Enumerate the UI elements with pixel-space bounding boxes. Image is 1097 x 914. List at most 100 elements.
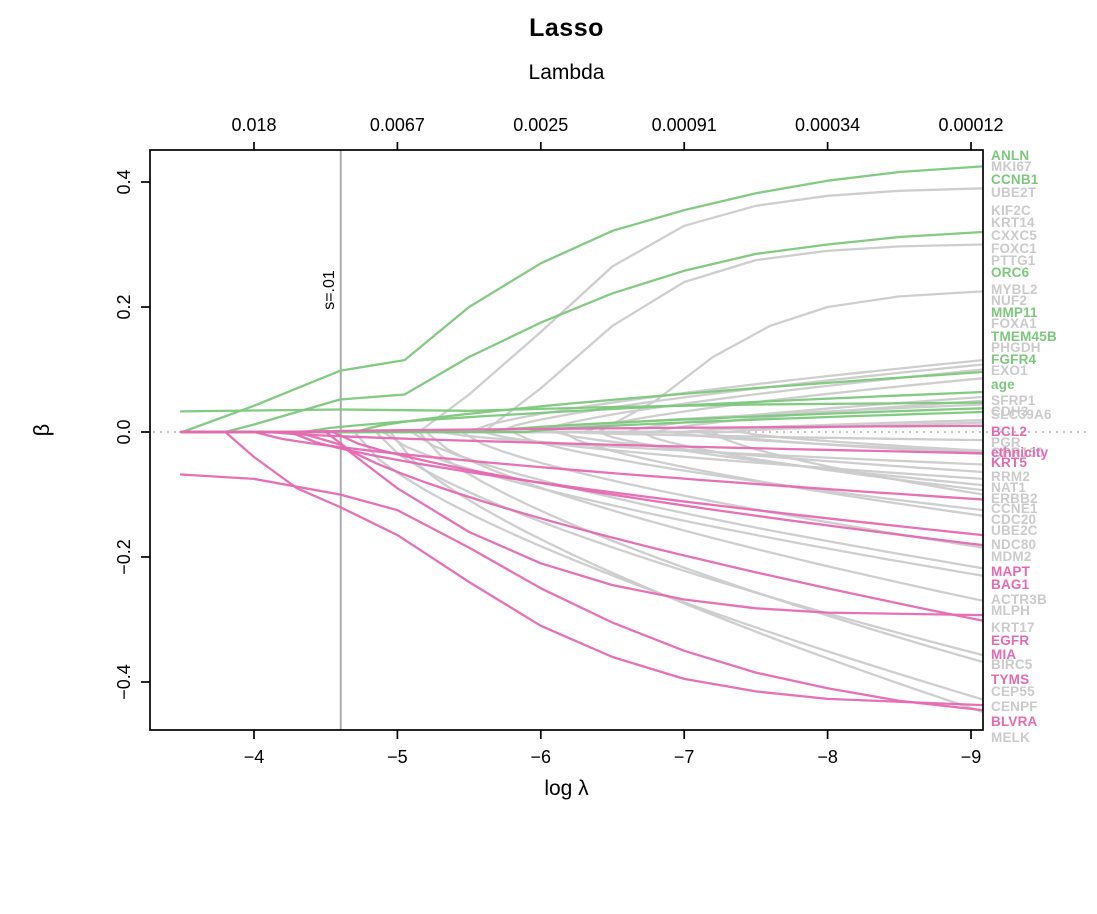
- gene-label-NDC80: NDC80: [991, 537, 1036, 552]
- bottom-axis-tick-label: −8: [817, 747, 838, 767]
- left-axis-tick-label: −0.4: [114, 664, 134, 700]
- gene-label-MMP11: MMP11: [991, 305, 1038, 320]
- coef-path-ACTR3B: [179, 430, 983, 570]
- gene-label-TYMS: TYMS: [991, 672, 1029, 687]
- gene-label-age: age: [991, 377, 1015, 392]
- coef-path-FGFR4: [179, 410, 983, 434]
- gene-label-CEP55: CEP55: [991, 684, 1035, 699]
- gene-label-UBE2T: UBE2T: [991, 185, 1037, 200]
- coef-path-CCNB1: [224, 230, 983, 434]
- coef-path-FOXA1: [179, 403, 983, 434]
- top-axis-tick-label: 0.018: [231, 115, 276, 135]
- gene-label-PTTG1: PTTG1: [991, 253, 1036, 268]
- gene-label-PHGDH: PHGDH: [991, 340, 1041, 355]
- gene-label-BCL2: BCL2: [991, 424, 1027, 439]
- coef-path-GPR160: [179, 430, 983, 452]
- coef-path-CEP55: [179, 430, 983, 664]
- bottom-axis-tick-label: −6: [531, 747, 552, 767]
- gene-label-ERBB2: ERBB2: [991, 491, 1038, 506]
- coef-path-MAPT: [179, 430, 983, 537]
- coef-path-MMP11: [179, 390, 983, 434]
- left-axis-title: β: [29, 423, 54, 437]
- coef-path-UBE2T: [482, 243, 983, 434]
- bottom-axis-title: log λ: [544, 777, 589, 800]
- top-axis-title: Lambda: [528, 61, 605, 84]
- top-axis-tick-label: 0.0025: [513, 115, 568, 135]
- coef-path-BAG1: [179, 430, 983, 547]
- gene-label-CXXC5: CXXC5: [991, 228, 1037, 243]
- left-axis-tick-label: 0.0: [114, 419, 134, 444]
- gene-label-ethnicity: ethnicity: [991, 445, 1049, 460]
- gene-label-MYBL2: MYBL2: [991, 282, 1038, 297]
- gene-label-CDH3: CDH3: [991, 404, 1029, 419]
- top-axis-tick-label: 0.00012: [938, 115, 1003, 135]
- coef-path-age: [179, 401, 983, 413]
- coef-path-ORC6: [179, 370, 983, 434]
- gene-label-CCNB1: CCNB1: [991, 172, 1039, 187]
- gene-label-SLC39A6: SLC39A6: [991, 407, 1052, 422]
- gene-label-MKI67: MKI67: [991, 159, 1032, 174]
- gene-label-BLVRA: BLVRA: [991, 714, 1038, 729]
- gene-label-GPR160: GPR160: [991, 445, 1044, 460]
- coef-path-KRT5: [179, 430, 983, 501]
- plot-frame: [149, 149, 984, 731]
- left-axis-tick-label: 0.4: [114, 169, 134, 194]
- coef-path-EGFR: [295, 430, 983, 617]
- coef-path-ANLN: [181, 165, 983, 434]
- gene-label-FOXA1: FOXA1: [991, 316, 1037, 331]
- gene-label-PGR: PGR: [991, 435, 1021, 450]
- bottom-axis-tick-label: −9: [961, 747, 982, 767]
- coef-path-KRT14: [179, 358, 983, 434]
- gene-label-NUF2: NUF2: [991, 293, 1027, 308]
- gene-label-FGFR4: FGFR4: [991, 352, 1037, 367]
- gene-label-KRT17: KRT17: [991, 620, 1035, 635]
- coef-path-ethnicity: [179, 430, 983, 455]
- gene-label-RRM2: RRM2: [991, 469, 1030, 484]
- left-axis-tick-label: 0.2: [114, 294, 134, 319]
- gene-label-MIA: MIA: [991, 647, 1016, 662]
- gene-label-BIRC5: BIRC5: [991, 657, 1033, 672]
- gene-label-EXO1: EXO1: [991, 363, 1028, 378]
- bottom-axis-tick-label: −5: [387, 747, 408, 767]
- coef-path-PTTG1: [179, 377, 983, 434]
- gene-label-UBE2C: UBE2C: [991, 523, 1038, 538]
- gene-label-NAT1: NAT1: [991, 480, 1026, 495]
- coef-path-BLVRA: [179, 473, 983, 712]
- gene-label-CCNE1: CCNE1: [991, 501, 1038, 516]
- coef-path-CXXC5: [179, 363, 983, 434]
- coef-path-UBE2C: [179, 430, 983, 512]
- coef-path-TMEM45B: [179, 407, 983, 434]
- coef-path-TYMS: [224, 430, 983, 707]
- coef-path-PHGDH: [179, 418, 983, 434]
- gene-label-ORC6: ORC6: [991, 265, 1030, 280]
- coef-path-MIA: [179, 430, 983, 622]
- chart-title: Lasso: [529, 14, 604, 42]
- gene-label-ANLN: ANLN: [991, 148, 1029, 163]
- coef-path-BCL2: [179, 424, 983, 434]
- coef-path-RRM2: [179, 430, 983, 474]
- bottom-axis-tick-label: −7: [674, 747, 695, 767]
- top-axis-tick-label: 0.00034: [795, 115, 860, 135]
- coef-path-KRT17: [179, 430, 983, 602]
- lambda-selection-label: s=.01: [321, 270, 338, 310]
- coef-path-BIRC5: [179, 430, 983, 657]
- coef-path-NDC80: [179, 430, 983, 517]
- left-axis-tick-label: −0.2: [114, 539, 134, 575]
- gene-label-FOXC1: FOXC1: [991, 241, 1037, 256]
- gene-label-ACTR3B: ACTR3B: [991, 592, 1047, 607]
- gene-label-MELK: MELK: [991, 730, 1030, 745]
- bottom-axis-tick-label: −4: [244, 747, 265, 767]
- gene-label-SFRP1: SFRP1: [991, 393, 1036, 408]
- top-axis-tick-label: 0.0067: [370, 115, 425, 135]
- top-axis-tick-label: 0.00091: [652, 115, 717, 135]
- coef-path-MELK: [179, 430, 983, 714]
- gene-label-MLPH: MLPH: [991, 603, 1030, 618]
- gene-label-KRT5: KRT5: [991, 455, 1027, 470]
- gene-label-CDC20: CDC20: [991, 512, 1036, 527]
- gene-label-TMEM45B: TMEM45B: [991, 329, 1057, 344]
- coef-path-MLPH: [179, 430, 983, 577]
- gene-label-EGFR: EGFR: [991, 633, 1029, 648]
- coef-path-MKI67: [417, 187, 983, 434]
